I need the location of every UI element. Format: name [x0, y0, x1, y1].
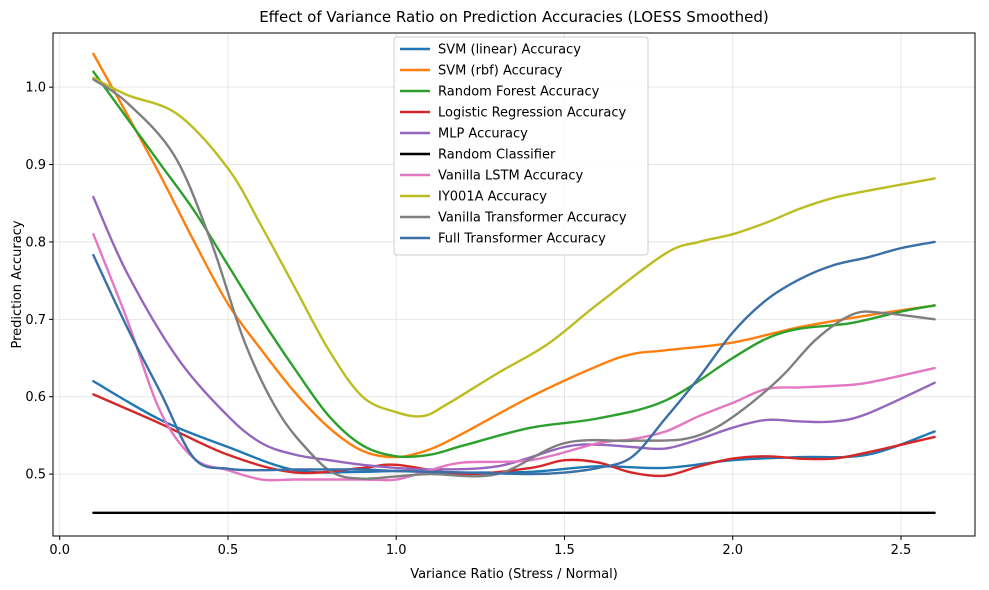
- y-tick-label: 0.8: [25, 235, 46, 250]
- legend-label: Vanilla LSTM Accuracy: [438, 169, 583, 184]
- y-tick-label: 1.0: [25, 81, 46, 96]
- legend-label: Full Transformer Accuracy: [438, 232, 606, 247]
- x-tick-label: 1.5: [554, 543, 575, 558]
- legend-label: SVM (rbf) Accuracy: [438, 64, 563, 79]
- series-line-logistic-regression-accuracy: [92, 393, 936, 478]
- x-tick-label: 1.0: [386, 543, 407, 558]
- x-tick-label: 0.0: [49, 543, 70, 558]
- series-line-full-transformer-accuracy: [92, 240, 936, 476]
- legend-label: MLP Accuracy: [438, 127, 528, 142]
- y-tick-label: 0.7: [25, 313, 46, 328]
- plot-frame: [52, 32, 976, 537]
- legend-label: IY001A Accuracy: [438, 190, 547, 205]
- legend: SVM (linear) Accuracy SVM (rbf) Accuracy R…: [393, 36, 649, 256]
- legend-label: Random Forest Accuracy: [438, 85, 600, 100]
- legend-label: SVM (linear) Accuracy: [438, 43, 581, 58]
- y-tick-label: 0.9: [25, 158, 46, 173]
- y-axis-label: Prediction Accuracy: [10, 220, 25, 348]
- legend-label: Vanilla Transformer Accuracy: [438, 211, 627, 226]
- x-tick-label: 2.5: [891, 543, 912, 558]
- series-lines: [92, 52, 936, 514]
- y-tick-label: 0.5: [25, 468, 46, 483]
- x-tick-label: 2.0: [722, 543, 743, 558]
- series-line-vanilla-lstm-accuracy: [92, 233, 936, 482]
- axis-ticks: 0.0 0.5 1.0 1.5 2.0 2.5 0.5 0.6 0.7 0.8 0.9 1.0: [25, 81, 911, 558]
- legend-box: [393, 36, 649, 256]
- legend-label: Random Classifier: [438, 148, 556, 163]
- legend-label: Logistic Regression Accuracy: [438, 106, 626, 121]
- series-line-vanilla-transformer-accuracy: [92, 78, 936, 480]
- series-line-svm-rbf-accuracy: [92, 52, 936, 459]
- chart-title: Effect of Variance Ratio on Prediction A…: [259, 8, 769, 26]
- x-axis-label: Variance Ratio (Stress / Normal): [410, 567, 618, 582]
- series-line-mlp-accuracy: [92, 195, 936, 471]
- y-tick-label: 0.6: [25, 390, 46, 405]
- series-line-iy001a-accuracy: [92, 76, 936, 418]
- x-tick-label: 0.5: [218, 543, 239, 558]
